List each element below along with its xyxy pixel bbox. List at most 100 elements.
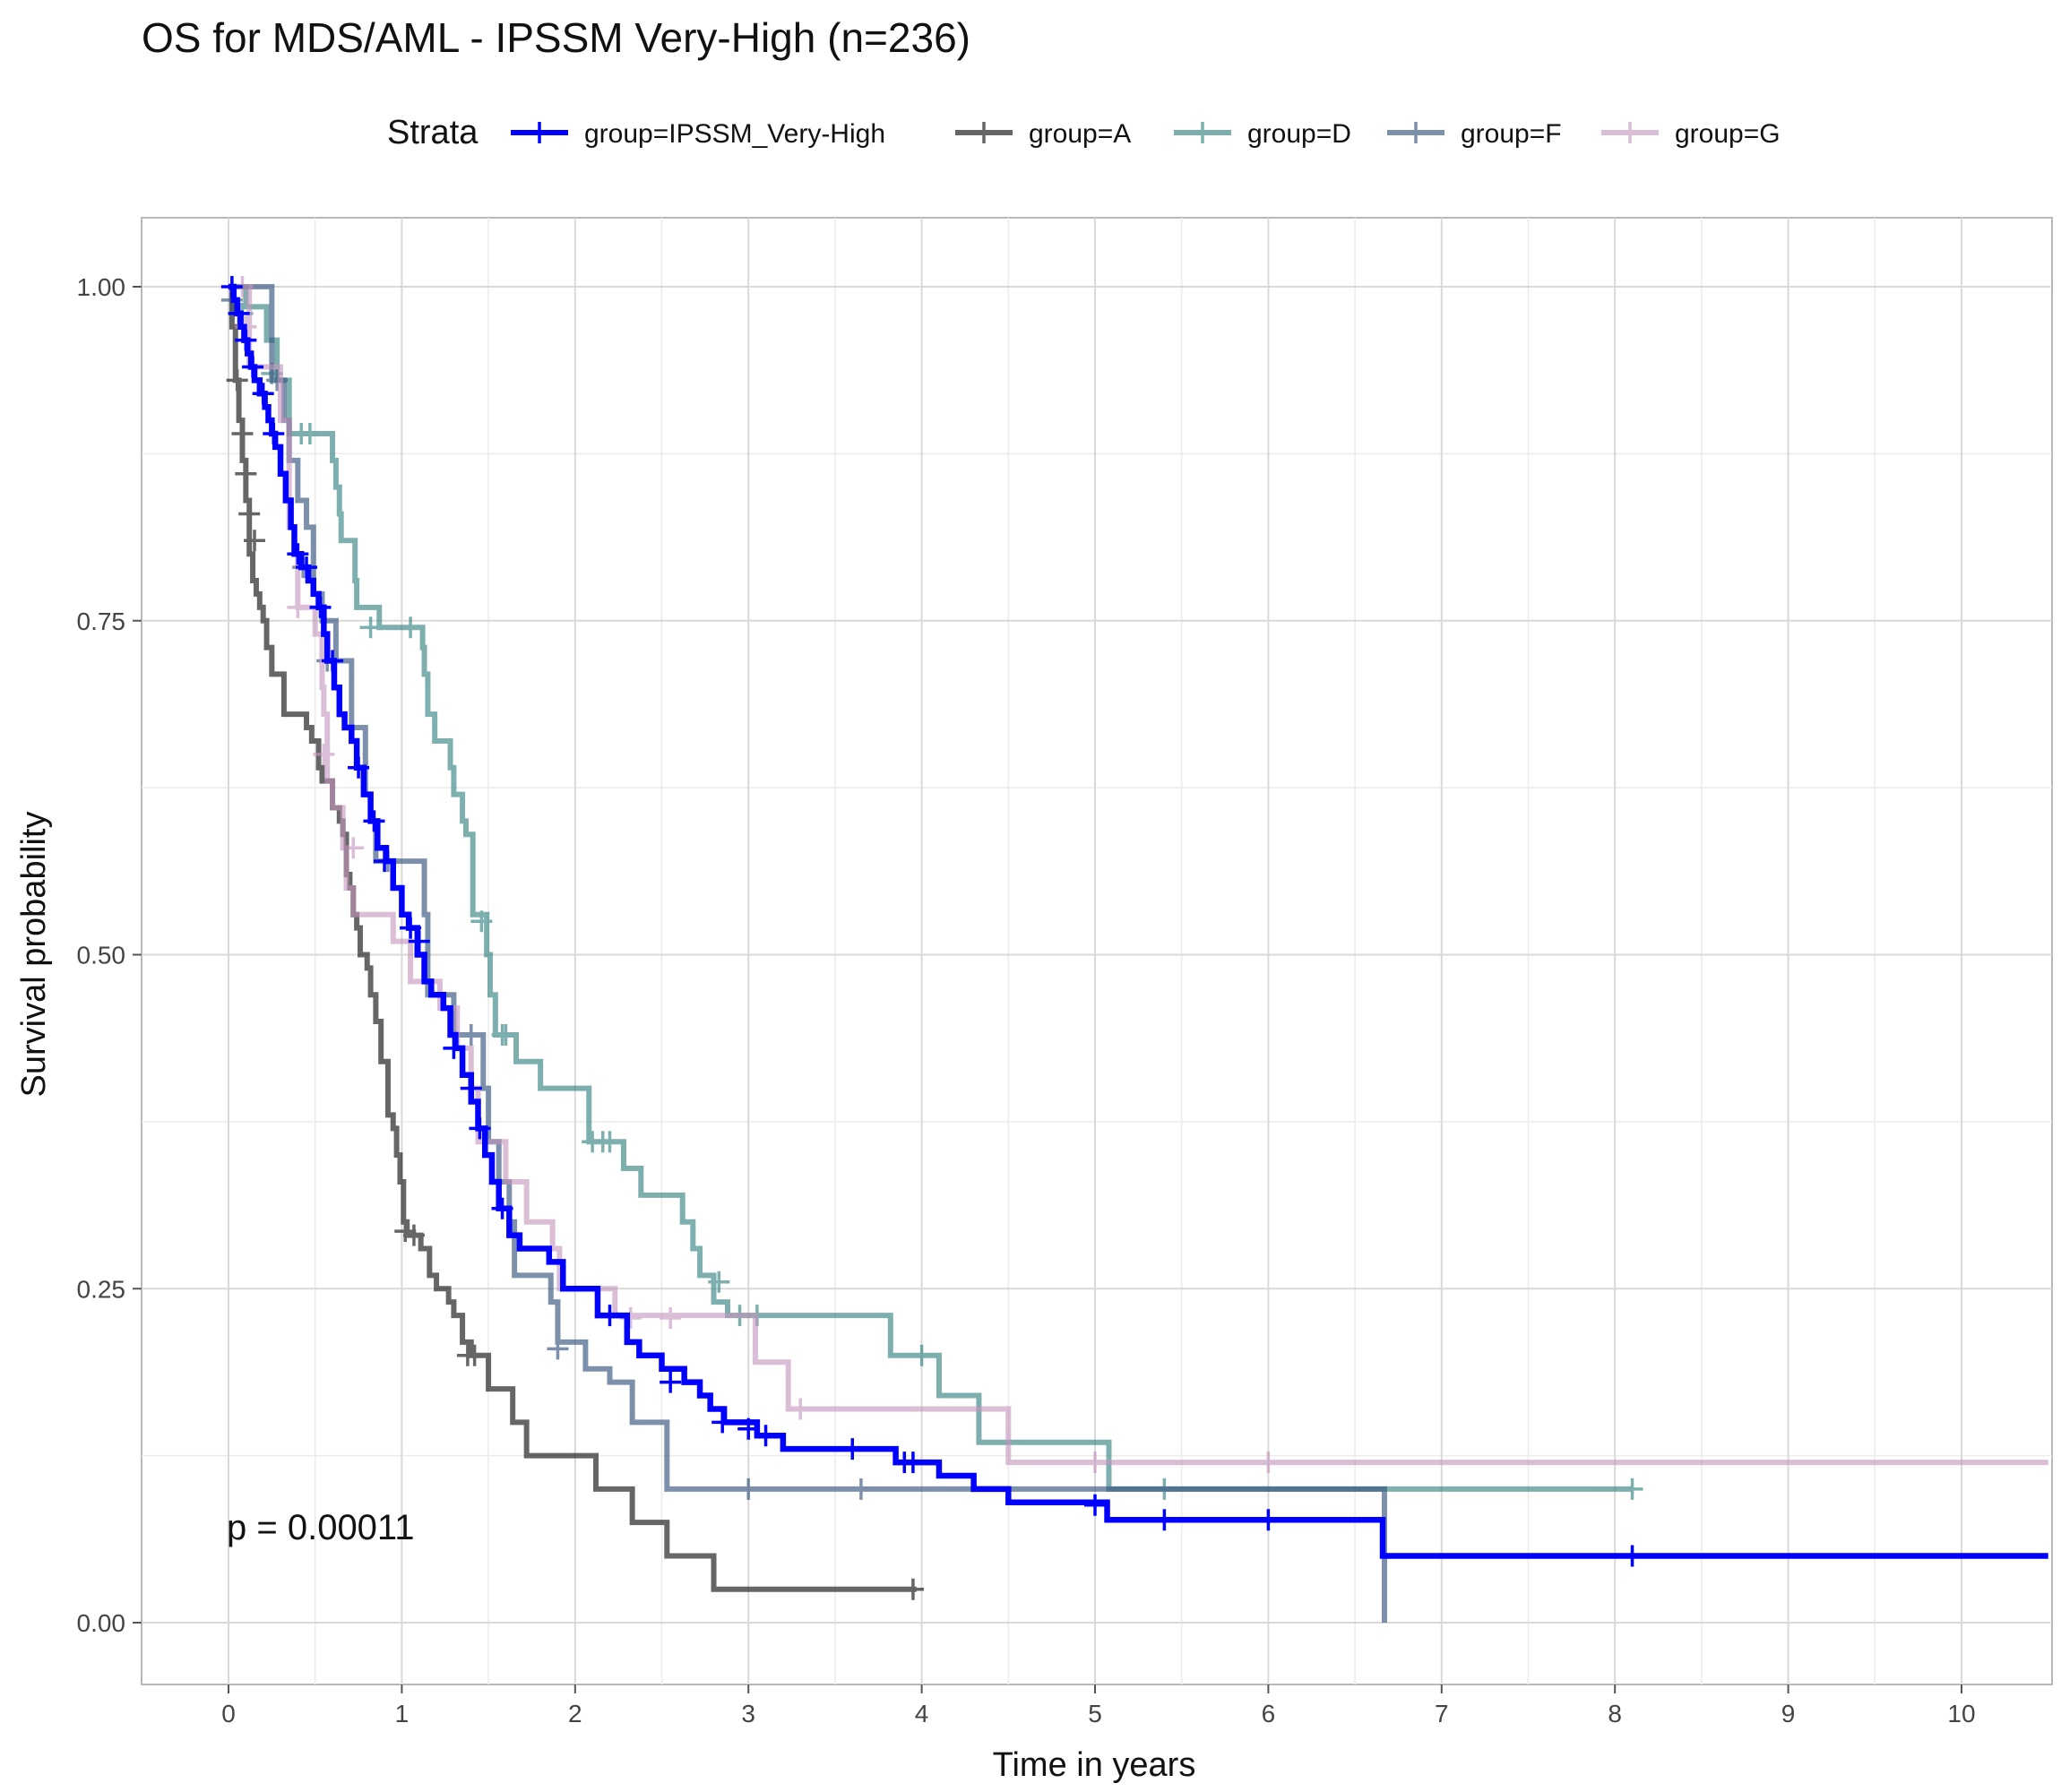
legend-key <box>1387 122 1444 143</box>
censor-mark <box>408 930 430 952</box>
legend-key-mark <box>973 122 995 143</box>
censor-mark <box>266 369 289 392</box>
legend-key-mark <box>529 122 550 143</box>
censor-mark <box>298 423 321 445</box>
censor-mark <box>755 1425 777 1447</box>
x-tick-label: 3 <box>741 1700 755 1727</box>
censor-mark <box>252 383 274 405</box>
legend-key <box>1601 122 1659 143</box>
censor-mark <box>287 596 309 618</box>
censor-mark <box>342 837 365 859</box>
x-tick-label: 6 <box>1262 1700 1276 1727</box>
legend-label: group=G <box>1675 119 1781 149</box>
censor-mark <box>841 1438 864 1460</box>
curves <box>220 276 2048 1623</box>
censor-mark <box>348 756 370 779</box>
x-tick-label: 5 <box>1088 1700 1102 1727</box>
censor-mark <box>901 1452 924 1474</box>
censor-mark <box>402 1224 425 1246</box>
censor-mark <box>1257 1452 1280 1474</box>
series-group=G <box>229 276 2048 1474</box>
censor-mark <box>470 910 493 933</box>
censor-mark <box>242 356 264 378</box>
series-group=A <box>226 284 924 1600</box>
censor-mark <box>660 1371 682 1393</box>
censor-mark <box>1084 1494 1106 1516</box>
y-tick-label: 0.00 <box>77 1609 126 1637</box>
censor-mark <box>737 1417 760 1440</box>
legend-key <box>955 122 1013 143</box>
plot-panel <box>141 217 2053 1685</box>
censor-mark <box>220 276 243 297</box>
y-tick-label: 0.50 <box>77 942 126 969</box>
censor-mark <box>711 1411 734 1434</box>
censor-mark <box>313 743 335 765</box>
legend-key-mark <box>1405 122 1427 143</box>
censor-mark <box>244 530 266 552</box>
censor-mark <box>374 850 396 873</box>
censor-mark <box>322 650 344 672</box>
censor-mark <box>599 1131 621 1153</box>
censor-mark <box>296 556 318 579</box>
y-tick-label: 0.25 <box>77 1275 126 1303</box>
survival-curve <box>229 284 917 1592</box>
censor-mark <box>849 1478 872 1500</box>
series-group=D <box>229 284 1643 1500</box>
legend-title: Strata <box>387 114 479 151</box>
censor-mark <box>231 423 254 445</box>
axes: 0 1 2 3 4 5 6 7 8 9 10 0.00 0.25 0.50 0.75 1.00 <box>77 273 1976 1727</box>
legend-key-mark <box>1619 122 1641 143</box>
legend-label: group=F <box>1461 119 1562 149</box>
legend-key-mark <box>1192 122 1213 143</box>
x-tick-label: 4 <box>915 1700 929 1727</box>
survival-curve <box>229 284 1633 1492</box>
series-group=IPSSM_Very-High <box>220 276 2048 1567</box>
x-tick-label: 1 <box>395 1700 410 1727</box>
y-tick-label: 1.00 <box>77 273 126 301</box>
x-tick-label: 9 <box>1781 1700 1796 1727</box>
censor-mark <box>1621 1545 1643 1567</box>
x-tick-label: 8 <box>1608 1700 1622 1727</box>
y-axis-title: Survival probability <box>15 812 53 1098</box>
censor-mark <box>708 1271 730 1293</box>
legend-label: group=D <box>1247 119 1351 149</box>
censor-mark <box>263 423 285 445</box>
censor-mark <box>1153 1509 1176 1531</box>
censor-mark <box>910 1344 933 1366</box>
censor-mark <box>235 462 257 485</box>
censor-mark <box>660 1307 682 1330</box>
legend-key <box>1174 122 1231 143</box>
legend: Strata group=IPSSM_Very-High group=A group… <box>387 114 1781 151</box>
censor-mark <box>737 1478 760 1500</box>
survival-curve <box>229 284 1387 1623</box>
censor-mark <box>1084 1452 1106 1474</box>
censor-mark <box>363 810 385 832</box>
censor-mark <box>287 543 309 565</box>
p-value-annotation: p = 0.00011 <box>227 1508 414 1547</box>
x-tick-label: 10 <box>1947 1700 1975 1727</box>
x-tick-label: 7 <box>1435 1700 1449 1727</box>
censor-mark <box>460 1077 482 1099</box>
censor-mark <box>309 596 332 618</box>
censor-mark <box>400 917 422 939</box>
legend-label: group=IPSSM_Very-High <box>584 119 885 149</box>
censor-mark <box>400 616 422 639</box>
survival-curve <box>229 283 2048 1559</box>
legend-key <box>511 122 568 143</box>
censor-mark <box>226 369 248 392</box>
censor-mark <box>463 1344 486 1366</box>
censor-mark <box>547 1338 569 1360</box>
censor-mark <box>228 302 250 324</box>
censor-mark <box>901 1578 924 1600</box>
chart-title: OS for MDS/AML - IPSSM Very-High (n=236) <box>142 14 970 61</box>
censor-mark <box>238 503 261 525</box>
survival-curve <box>229 284 2048 1466</box>
censor-mark <box>491 1197 513 1219</box>
censor-mark <box>469 1117 491 1140</box>
censor-mark <box>599 1305 621 1327</box>
legend-label: group=A <box>1029 119 1131 149</box>
censor-mark <box>359 616 382 639</box>
censor-mark <box>495 1023 517 1046</box>
x-tick-label: 2 <box>568 1700 582 1727</box>
